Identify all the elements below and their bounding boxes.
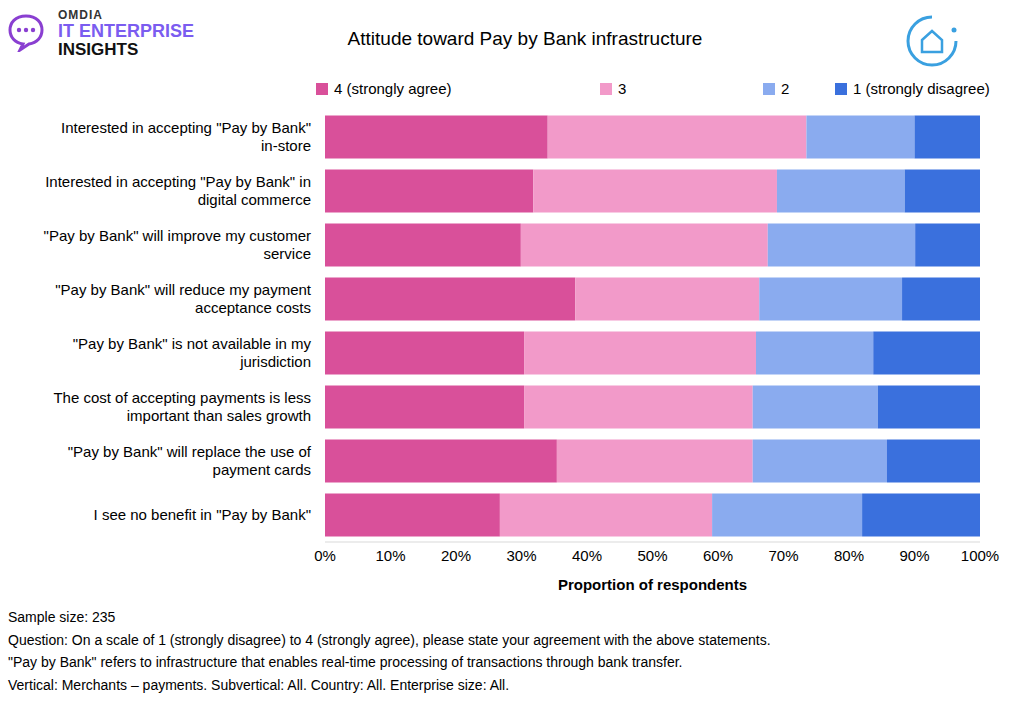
html-text:Proportion of respondents: Proportion of respondents [557,576,748,593]
svg-text:0%: 0% [314,547,336,564]
html-text:Attitude toward Pay by Bank in: Attitude toward Pay by Bank infrastructu… [347,28,703,49]
html-text:3: 3 [618,80,627,97]
svg-text:80%: 80% [834,547,864,564]
html-text:4 (strongly agree): 4 (strongly agree) [334,80,452,97]
svg-text:I see no benefit in "Pay by Ba: I see no benefit in "Pay by Bank" [94,506,311,523]
html-text:OMDIA: OMDIA [58,8,103,22]
svg-text:10%: 10% [375,547,405,564]
html-text:1 (strongly disagree): 1 (strongly disagree) [853,80,990,97]
html-text:Sample size: 235: Sample size: 235 [8,609,116,625]
html-text:IT ENTERPRISE: IT ENTERPRISE [58,21,194,41]
svg-text:60%: 60% [703,547,733,564]
html-text:2: 2 [781,80,790,97]
svg-text:"Pay by Bank" will reduce my p: "Pay by Bank" will reduce my paymentacce… [55,281,312,316]
svg-text:90%: 90% [899,547,929,564]
svg-text:Interested in accepting "Pay b: Interested in accepting "Pay by Bank"in-… [61,119,311,154]
html-text:INSIGHTS: INSIGHTS [58,40,139,59]
svg-text:20%: 20% [441,547,471,564]
svg-text:40%: 40% [572,547,602,564]
svg-text:30%: 30% [506,547,536,564]
svg-text:"Pay by Bank" will improve my: "Pay by Bank" will improve my customerse… [44,227,311,262]
svg-text:100%: 100% [961,547,999,564]
html-text:Question: On a scale of 1 (str: Question: On a scale of 1 (strongly disa… [8,631,771,648]
html-text:Vertical: Merchants – payments: Vertical: Merchants – payments. Subverti… [8,676,510,693]
svg-text:50%: 50% [637,547,667,564]
html-text:"Pay by Bank" refers to infras: "Pay by Bank" refers to infrastructure t… [8,654,683,670]
svg-text:Interested in accepting "Pay b: Interested in accepting "Pay by Bank" in… [45,173,311,208]
svg-text:"Pay by Bank" will replace the: "Pay by Bank" will replace the use ofpay… [68,443,312,478]
svg-text:The cost of accepting payments: The cost of accepting payments is lessim… [53,389,311,424]
svg-text:"Pay by Bank" is not available: "Pay by Bank" is not available in myjuri… [73,335,312,370]
svg-text:70%: 70% [768,547,798,564]
